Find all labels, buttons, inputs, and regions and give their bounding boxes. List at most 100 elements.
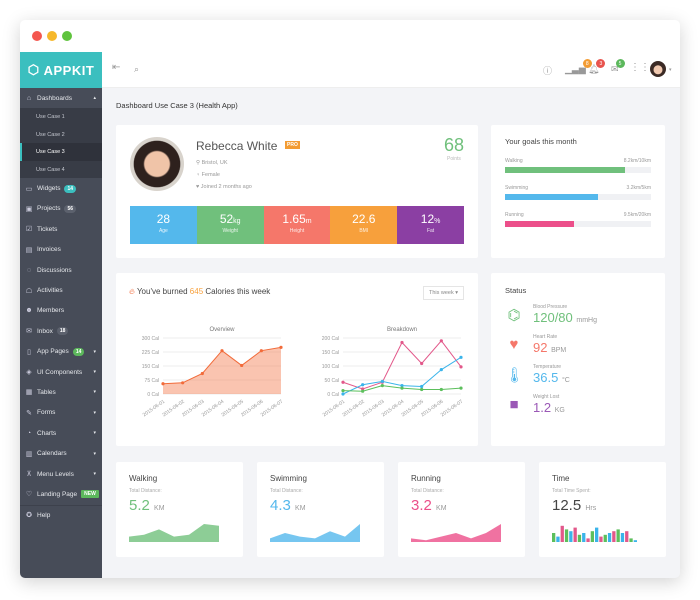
pages-icon: ▯ — [27, 348, 31, 356]
caret-icon: ▾ — [93, 409, 96, 416]
chat-icon: ◌ — [26, 266, 32, 274]
stat-label: Age — [158, 228, 168, 234]
sparkline-area — [129, 524, 219, 542]
count-badge: 56 — [64, 204, 77, 213]
sidebar-item-tickets[interactable]: ☑ Tickets — [20, 219, 102, 239]
sidebar-item-charts[interactable]: ◔ Charts ▾ — [20, 423, 102, 443]
chevron-down-icon[interactable]: ▾ — [669, 67, 672, 73]
period-dropdown[interactable]: This week ▾ — [422, 286, 464, 300]
sidebar-item-forms[interactable]: ✎ Forms ▾ — [20, 403, 102, 423]
data-point — [161, 382, 165, 386]
menu-toggle-icon[interactable]: ⇤ — [112, 62, 121, 73]
sidebar-item-ui-components[interactable]: ◈ UI Components ▾ — [20, 362, 102, 382]
sidebar-item-menu-levels[interactable]: ⊼ Menu Levels ▾ — [20, 464, 102, 484]
series-line — [342, 340, 462, 390]
data-point — [341, 392, 345, 396]
submenu-item-use-case-3[interactable]: Use Case 3 — [20, 143, 102, 161]
sidebar: ⬡ APPKIT ⌂ Dashboards ▴ Use Case 1 Use Case 2… — [20, 52, 102, 578]
data-point — [400, 384, 404, 388]
summary-value: 4.3 — [270, 497, 291, 514]
sidebar-item-dashboards[interactable]: ⌂ Dashboards ▴ — [20, 88, 102, 108]
points-value: 68 — [443, 135, 464, 155]
dashboards-submenu: Use Case 1 Use Case 2 Use Case 3 Use Case 4 — [20, 108, 102, 179]
goal-value: 8.2km/10km — [623, 158, 651, 164]
summary-value: 12.5 — [552, 497, 582, 514]
y-tick-label: 200 Cal — [322, 336, 339, 342]
sidebar-item-discussions[interactable]: ◌ Discussions — [20, 260, 102, 280]
stat-age: 28 Age — [130, 206, 197, 244]
time-bar — [599, 536, 603, 542]
heart-rate-icon: ♥ — [509, 336, 519, 353]
data-point — [361, 389, 365, 393]
stat-label: Fat — [426, 228, 435, 234]
apps-grid-icon[interactable]: ⋮⋮ — [630, 62, 650, 73]
info-icon[interactable]: ⓘ — [543, 66, 553, 76]
data-point — [439, 387, 443, 392]
sidebar-item-help[interactable]: ✪ Help — [20, 504, 102, 525]
goal-value: 3.2km/5km — [626, 185, 651, 191]
stat-unit: % — [434, 218, 441, 225]
status-label: Heart Rate — [533, 334, 558, 340]
sidebar-item-inbox[interactable]: ✉ Inbox 18 — [20, 321, 102, 341]
stat-weight: 52kg Weight — [196, 206, 264, 244]
envelope-icon[interactable]: ✉ 5 — [611, 59, 625, 75]
check-icon: ☑ — [25, 226, 33, 234]
table-icon: ▦ — [25, 389, 33, 397]
flame-icon: 🔥︎ — [129, 287, 135, 296]
chart-title: Overview — [209, 327, 235, 333]
sidebar-item-label: Inbox — [37, 327, 53, 335]
sidebar-item-tables[interactable]: ▦ Tables ▾ — [20, 382, 102, 402]
minimize-window-button[interactable] — [47, 31, 57, 41]
sidebar-item-app-pages[interactable]: ▯ App Pages 14 ▾ — [20, 342, 102, 362]
heart-icon: ♡ — [25, 491, 33, 499]
submenu-item-use-case-2[interactable]: Use Case 2 — [36, 131, 65, 138]
maximize-window-button[interactable] — [62, 31, 72, 41]
members-icon: ☻ — [25, 307, 33, 315]
search-icon[interactable]: ⌕ — [134, 64, 140, 74]
sparkline-area — [411, 524, 501, 542]
data-point — [420, 384, 424, 389]
pro-badge: PRO — [285, 141, 300, 149]
sidebar-item-widgets[interactable]: ▭ Widgets 14 — [20, 178, 102, 198]
sidebar-item-members[interactable]: ☻ Members — [20, 301, 102, 321]
stat-label: BMI — [359, 228, 369, 234]
sidebar-item-projects[interactable]: ▣ Projects 56 — [20, 199, 102, 219]
time-bar — [620, 533, 625, 542]
stat-bmi: 22.6 BMI — [330, 206, 398, 244]
user-avatar[interactable] — [650, 61, 666, 77]
location-row: ⚲ Bristol, UK — [196, 157, 252, 169]
count-badge: 14 — [64, 184, 77, 193]
y-tick-label: 75 Cal — [145, 378, 159, 384]
sparkline — [270, 524, 360, 542]
status-weight-lost: ■ Weight Lost 1.2 KG — [505, 394, 651, 415]
status-unit: KG — [554, 407, 565, 414]
cube-icon: ⬡ — [27, 62, 40, 77]
status-title: Status — [505, 286, 527, 295]
submenu-item-use-case-1[interactable]: Use Case 1 — [36, 114, 65, 121]
goals-card: Your goals this month Walking 8.2km/10km S… — [491, 125, 665, 258]
sidebar-item-landing-page[interactable]: ♡ Landing Page NEW — [20, 484, 102, 504]
data-point — [380, 384, 384, 388]
submenu-item-use-case-4[interactable]: Use Case 4 — [36, 166, 65, 173]
stat-height: 1.65m Height — [263, 206, 331, 244]
status-label: Temperature — [533, 364, 562, 370]
sidebar-item-activities[interactable]: ☖ Activities — [20, 280, 102, 300]
scale-icon: ■ — [509, 396, 519, 413]
bell-icon[interactable]: 🔔︎ 3 — [588, 59, 606, 75]
signal-icon[interactable]: ▁▃▅ 8 — [565, 59, 592, 75]
notification-count: 5 — [615, 59, 625, 68]
stat-value: 1.65 — [282, 212, 306, 226]
sidebar-item-label: Discussions — [37, 266, 72, 274]
x-tick-label: 2015-06-07 — [440, 399, 465, 419]
sidebar-item-calendars[interactable]: ▥ Calendars ▾ — [20, 443, 102, 463]
logo[interactable]: ⬡ APPKIT — [20, 52, 102, 88]
goal-progress-fill — [505, 167, 625, 173]
activity-icon: ☖ — [25, 287, 33, 295]
close-window-button[interactable] — [32, 31, 42, 41]
overview-chart: Overview 0 Cal 75 Cal 150 Cal 225 Cal 300 Cal… — [142, 327, 285, 418]
sidebar-item-invoices[interactable]: ▤ Invoices — [20, 240, 102, 260]
y-tick-label: 150 Cal — [322, 350, 339, 356]
time-bar — [612, 531, 616, 542]
calories-heading: 🔥︎ You've burned 645 Calories this week — [129, 287, 270, 297]
time-bar — [582, 533, 586, 542]
